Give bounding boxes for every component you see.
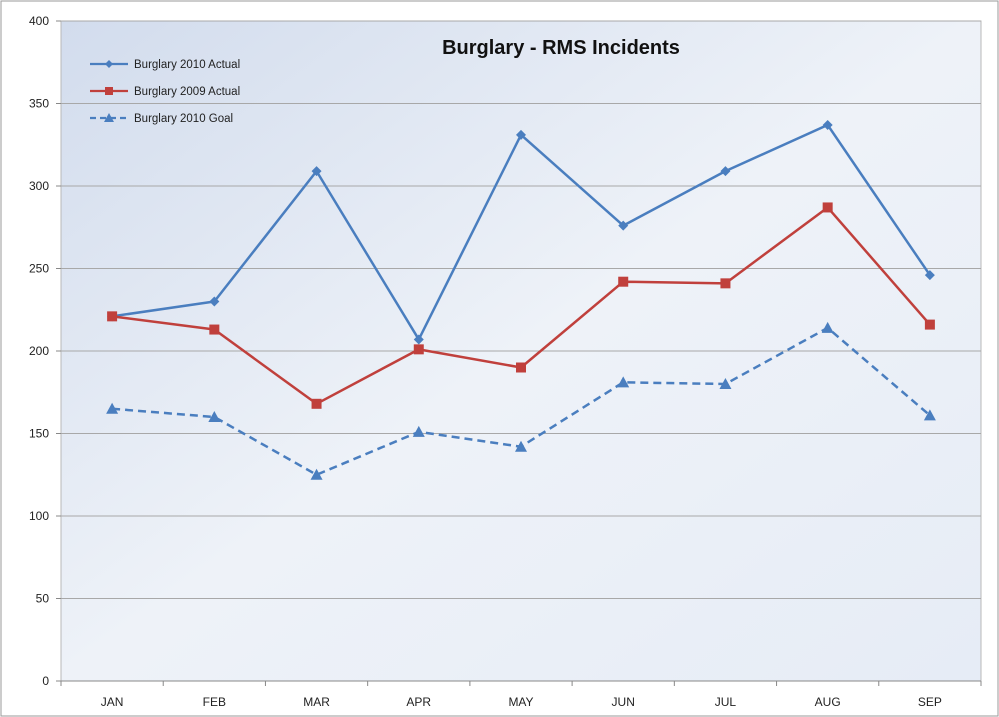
data-point — [822, 119, 833, 130]
legend-item: Burglary 2009 Actual — [90, 86, 240, 98]
legend-marker — [105, 60, 113, 68]
y-tick-label: 300 — [29, 179, 49, 193]
series-1 — [107, 119, 935, 345]
x-tick-label: SEP — [918, 695, 942, 709]
data-point — [720, 278, 731, 289]
data-point — [413, 334, 424, 345]
data-point — [720, 166, 731, 177]
x-tick-label: JUL — [715, 695, 737, 709]
data-point — [107, 311, 118, 322]
data-point — [821, 321, 834, 333]
x-tick-label: MAR — [303, 695, 330, 709]
x-tick-label: JUN — [612, 695, 635, 709]
data-point — [617, 376, 630, 388]
gridlines — [61, 20, 981, 599]
y-tick-label: 250 — [29, 262, 49, 276]
y-tick-label: 0 — [42, 674, 49, 688]
y-tick-label: 400 — [29, 14, 49, 28]
data-point — [822, 202, 833, 213]
legend: Burglary 2010 Actual Burglary 2009 Actual… — [90, 59, 240, 125]
data-point — [923, 409, 936, 421]
data-point — [209, 324, 220, 335]
x-tick-label: AUG — [815, 695, 841, 709]
legend-label: Burglary 2009 Actual — [134, 86, 240, 98]
x-tick-label: MAY — [508, 695, 533, 709]
data-point — [516, 362, 526, 373]
x-tick-label: APR — [406, 695, 431, 709]
legend-label: Burglary 2010 Actual — [134, 59, 240, 71]
data-point — [719, 378, 732, 389]
y-tick-label: 50 — [36, 592, 50, 606]
x-tick-label: FEB — [203, 695, 226, 709]
legend-marker — [104, 113, 114, 122]
legend-item: Burglary 2010 Goal — [90, 113, 233, 125]
series-3 — [106, 321, 936, 480]
data-point — [208, 411, 221, 422]
data-point — [412, 425, 425, 437]
data-point — [310, 468, 323, 480]
series-layer — [106, 119, 936, 480]
y-tick-label: 200 — [29, 344, 49, 358]
data-point — [618, 220, 629, 231]
chart-title: Burglary - RMS Incidents — [442, 37, 680, 59]
data-point — [924, 319, 935, 330]
legend-label: Burglary 2010 Goal — [134, 113, 233, 125]
data-point — [106, 402, 119, 414]
y-tick-label: 150 — [29, 427, 49, 441]
data-point — [311, 166, 322, 177]
data-point — [515, 440, 527, 452]
legend-marker — [105, 87, 113, 95]
data-point — [413, 344, 424, 355]
legend-item: Burglary 2010 Actual — [90, 59, 240, 71]
y-tick-label: 100 — [29, 509, 49, 523]
y-axis: 0 50 100 150 200 250 300 350 400 — [29, 14, 61, 688]
x-tick-label: JAN — [101, 695, 124, 709]
y-tick-label: 350 — [29, 97, 49, 111]
series-2 — [107, 202, 935, 409]
data-point — [924, 270, 935, 281]
data-point — [516, 129, 526, 140]
data-point — [311, 398, 322, 409]
x-axis: JAN FEB MAR APR MAY JUN JUL AUG SEP — [60, 680, 982, 709]
data-point — [618, 276, 629, 287]
data-point — [209, 296, 220, 307]
